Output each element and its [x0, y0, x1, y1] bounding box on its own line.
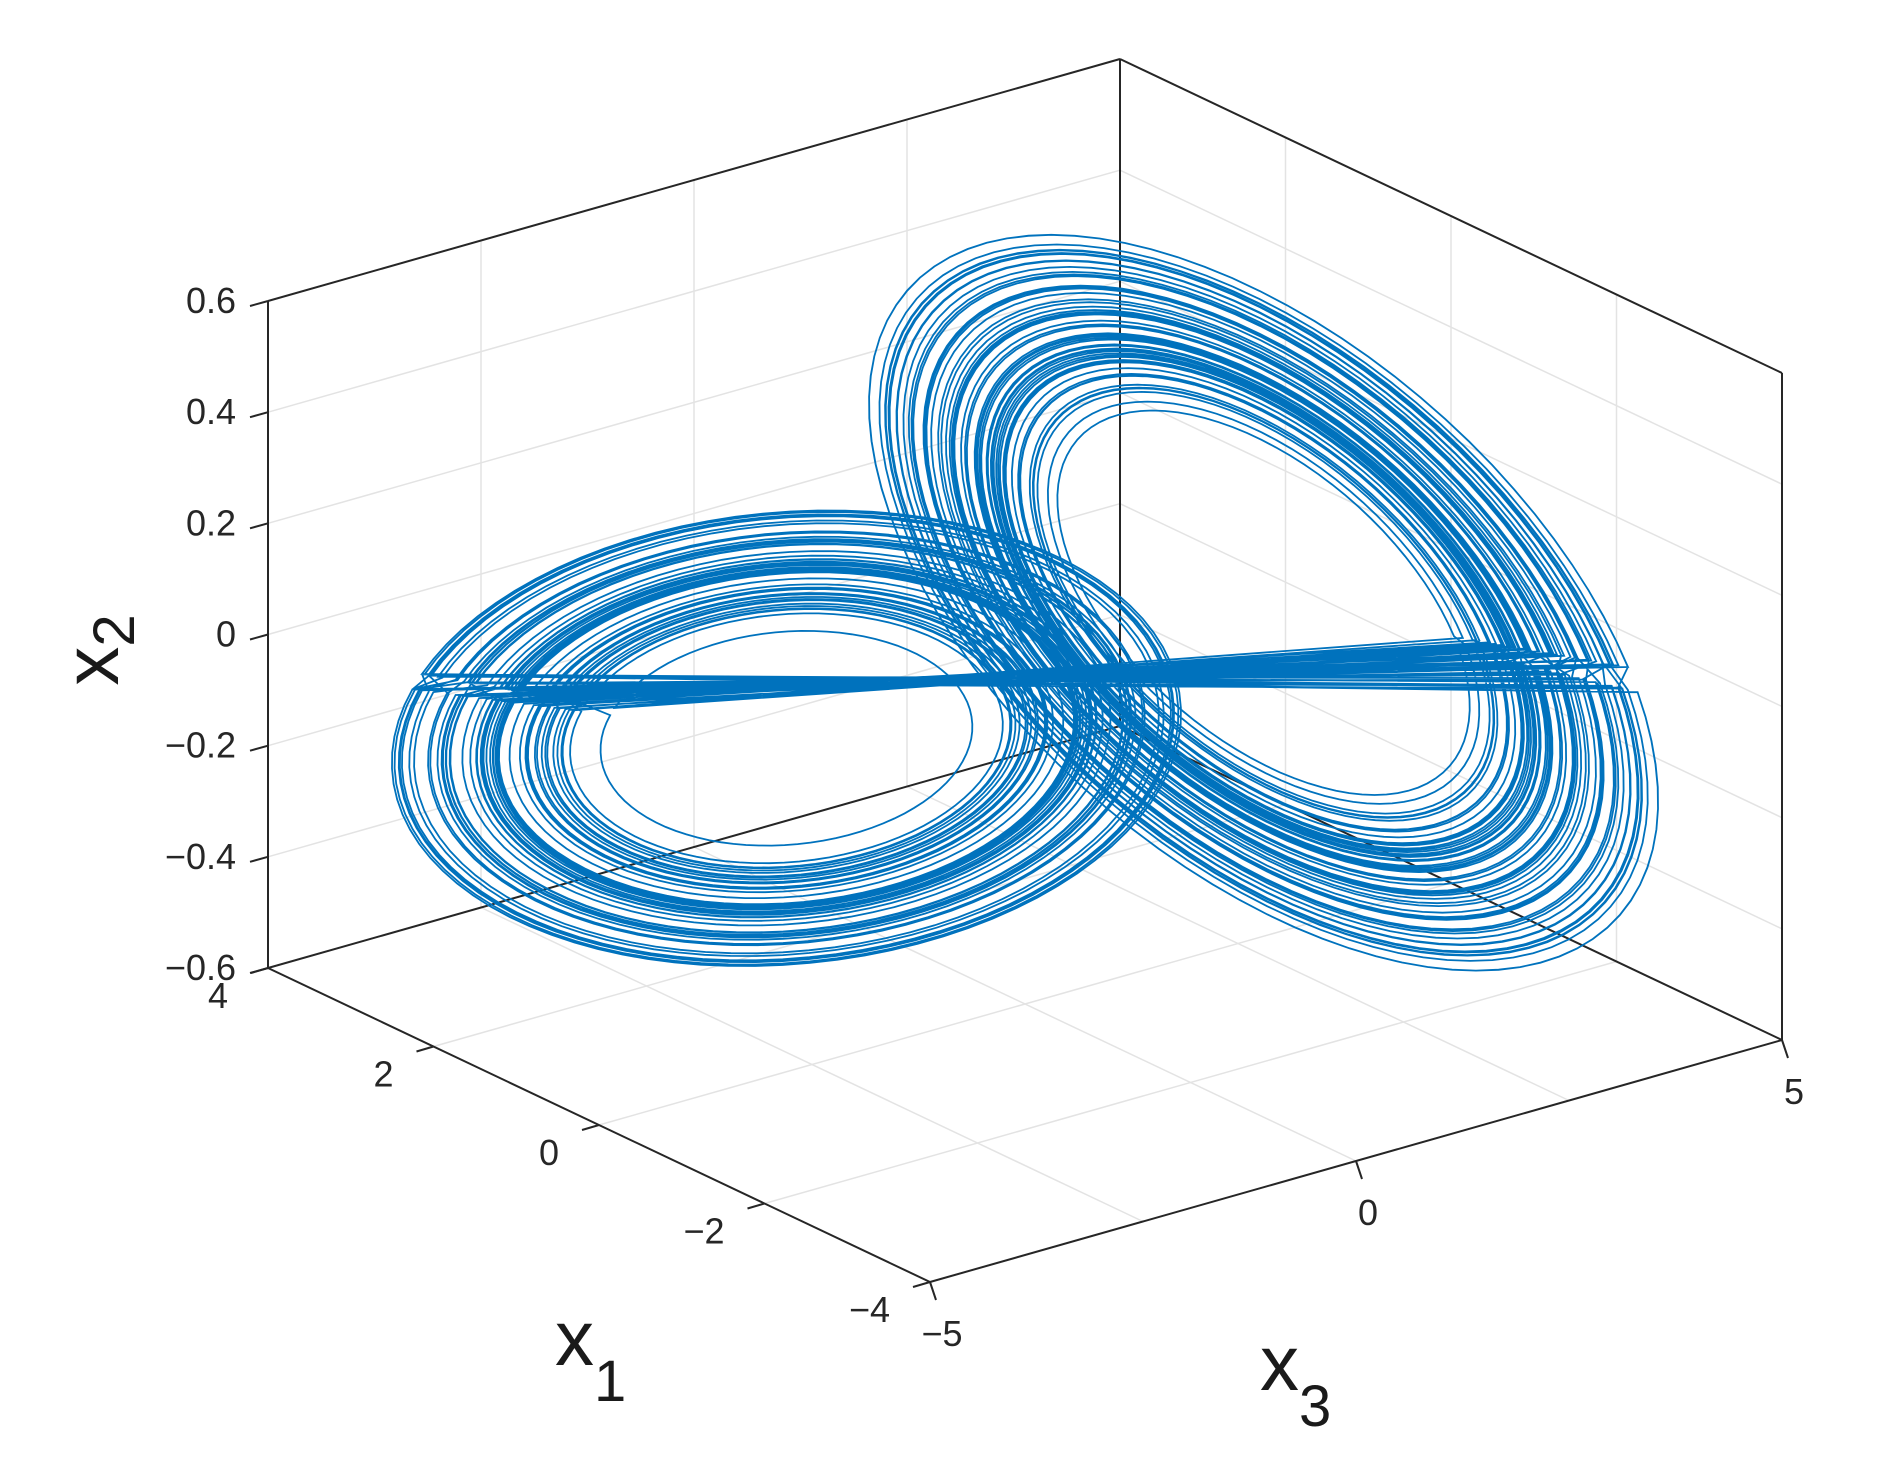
- x2-tick-mark-4: [249, 744, 269, 752]
- x3-tick-mark-2: [1781, 1039, 1789, 1059]
- x1-tick-label-1: 2: [373, 1054, 393, 1095]
- x2-tick-mark-5: [249, 855, 269, 863]
- x2-tick-mark-1: [249, 411, 269, 419]
- x3-tick-label-0: −5: [921, 1313, 962, 1354]
- x2-tick-label-3: 0: [216, 614, 236, 655]
- x1-axis-label: x1: [555, 1294, 626, 1414]
- x1-tick-mark-3: [747, 1202, 765, 1210]
- x1-tick-label-2: 0: [539, 1132, 559, 1173]
- x2-tick-mark-2: [249, 522, 269, 530]
- x3-axis-label: x3: [1260, 1319, 1331, 1439]
- x2-tick-label-6: −0.6: [165, 947, 236, 988]
- x3-tick-label-2: 5: [1784, 1071, 1804, 1112]
- floor-grid-x3-2: [693, 846, 1357, 1162]
- x1-tick-mark-2: [581, 1124, 600, 1131]
- ticks-layer: 0.6 0.4 0.2 0 −0.2 −0.4 −0.64 2 0 −2 −4 −5 0 5: [165, 280, 1804, 1354]
- edge-top-back-x1: [1119, 58, 1783, 374]
- x1-tick-label-3: −2: [683, 1211, 724, 1252]
- x2-tick-label-0: 0.6: [186, 280, 236, 321]
- x2-tick-label-4: −0.2: [165, 725, 236, 766]
- x1-tick-label-0: 4: [208, 975, 228, 1016]
- x2-tick-mark-3: [249, 633, 269, 641]
- x3-tick-label-1: 0: [1358, 1192, 1378, 1233]
- x1-tick-label-4: −4: [849, 1289, 890, 1330]
- edge-floor-back-x3: [267, 725, 1121, 969]
- x2-axis-label: x2: [47, 614, 147, 685]
- x2-tick-label-5: −0.4: [165, 836, 236, 877]
- x1-tick-mark-4: [912, 1281, 931, 1288]
- x2-tick-label-1: 0.4: [186, 391, 236, 432]
- x1-tick-mark-1: [416, 1045, 434, 1053]
- x3-tick-mark-0: [929, 1281, 937, 1301]
- x3-tick-mark-1: [1355, 1160, 1363, 1180]
- x2-tick-mark-0: [249, 300, 269, 307]
- trajectory-line: [391, 233, 1659, 972]
- edge-top-back-x3: [267, 58, 1121, 302]
- x1-tick-mark-0: [250, 967, 269, 974]
- x2-tick-label-2: 0.2: [186, 502, 236, 543]
- floor-grid-x3-1: [480, 906, 1144, 1223]
- trajectory-layer: [391, 233, 1659, 972]
